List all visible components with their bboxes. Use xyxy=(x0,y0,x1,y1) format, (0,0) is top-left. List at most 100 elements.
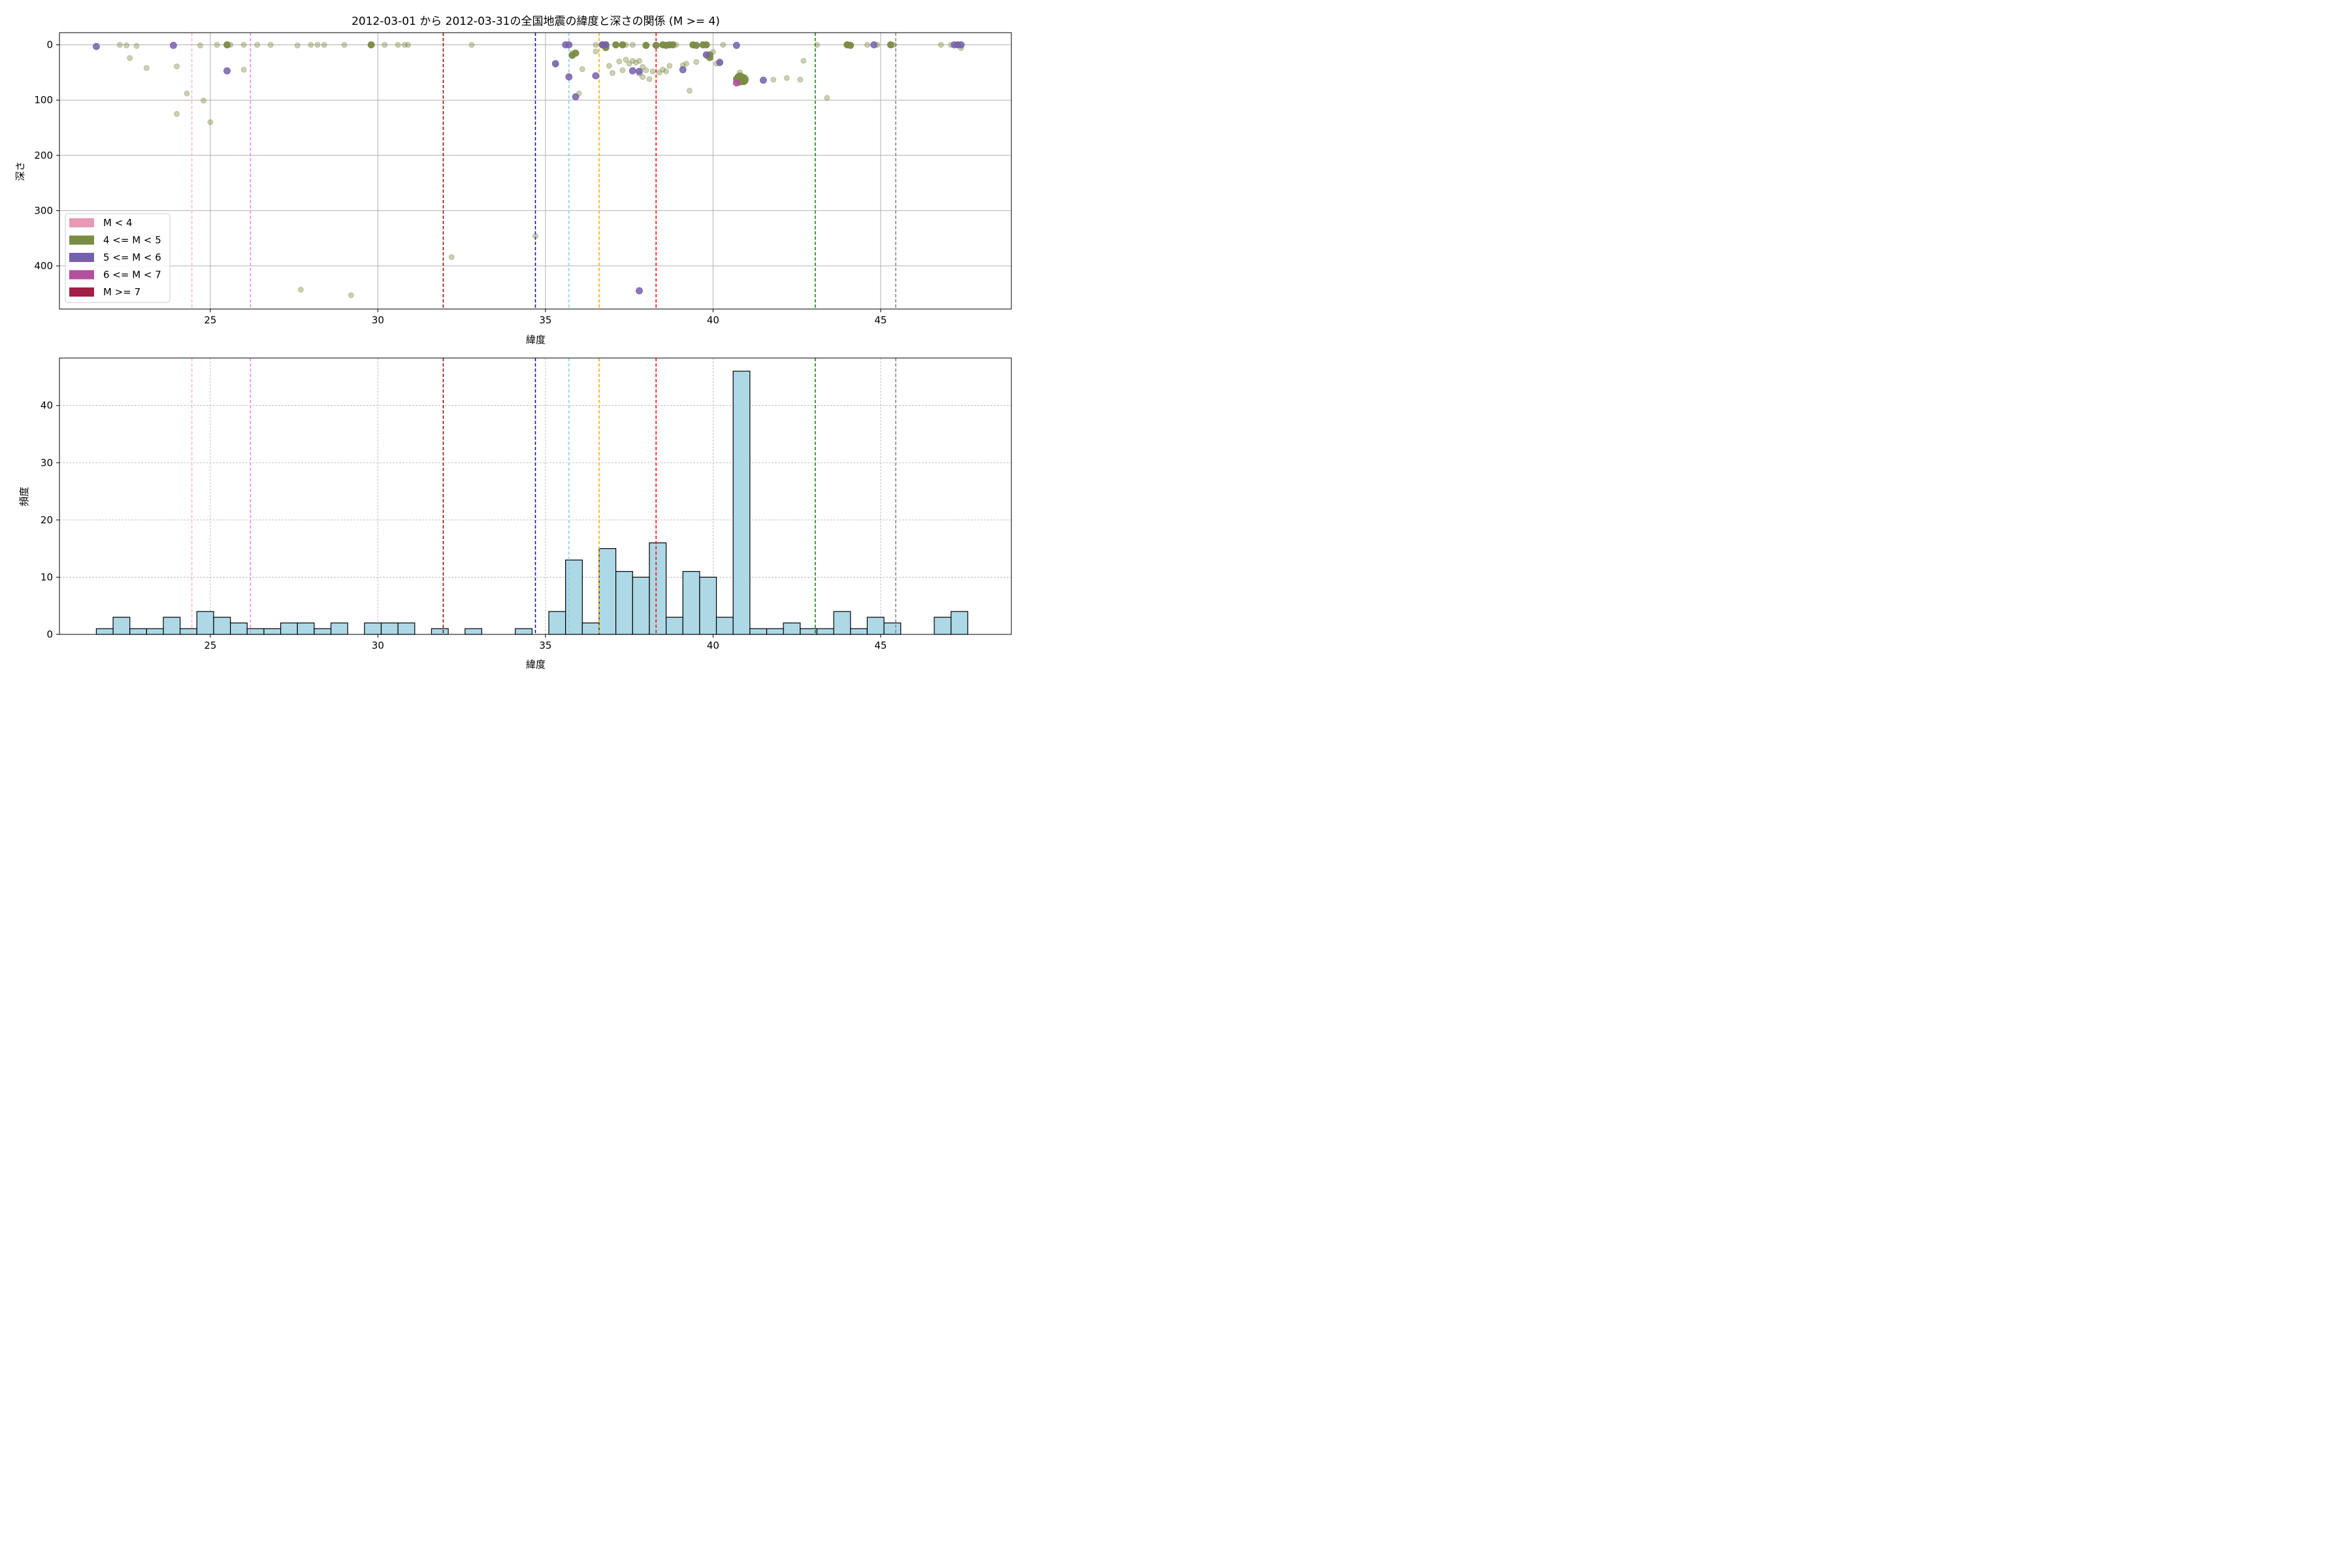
scatter-point xyxy=(683,60,689,67)
scatter-point xyxy=(957,41,965,49)
histogram-bar xyxy=(146,628,164,635)
scatter-point xyxy=(783,74,790,81)
histogram-x-tick-label: 25 xyxy=(204,640,216,651)
histogram-bar xyxy=(581,622,600,635)
scatter-point xyxy=(468,42,475,48)
scatter-point xyxy=(720,42,727,48)
scatter-point xyxy=(405,42,411,48)
scatter-point xyxy=(116,42,123,48)
scatter-point xyxy=(197,42,203,48)
scatter-point xyxy=(294,42,301,48)
histogram-ticks: 25 30 35 40 45 0 10 20 30 40 xyxy=(41,400,887,651)
histogram-bar xyxy=(548,611,566,635)
scatter-point xyxy=(732,79,740,87)
scatter-point xyxy=(619,41,627,49)
scatter-point xyxy=(887,41,894,49)
histogram-bar xyxy=(230,622,248,635)
scatter-reference-lines xyxy=(191,33,896,309)
histogram-bar xyxy=(129,628,147,635)
scatter-point xyxy=(679,66,687,74)
scatter-point xyxy=(619,67,626,73)
scatter-point xyxy=(174,63,180,70)
histogram-x-tick-label: 35 xyxy=(539,640,551,651)
histogram-bar xyxy=(364,622,382,635)
scatter-point xyxy=(367,41,375,49)
scatter-point xyxy=(652,42,660,49)
legend-swatch xyxy=(69,218,94,227)
scatter-point xyxy=(602,41,610,49)
scatter-x-tick-label: 30 xyxy=(372,314,384,326)
histogram-bar xyxy=(431,628,449,635)
scatter-point xyxy=(824,95,830,101)
histogram-y-label: 頻度 xyxy=(18,487,30,506)
scatter-point xyxy=(693,42,700,49)
scatter-point xyxy=(687,88,693,94)
histogram-y-tick-label: 20 xyxy=(41,514,53,526)
scatter-point xyxy=(133,42,140,49)
histogram-y-tick-label: 40 xyxy=(41,400,53,412)
scatter-point xyxy=(864,42,870,48)
histogram-bars xyxy=(95,370,968,635)
histogram-bar xyxy=(213,617,231,635)
histogram-bar xyxy=(715,617,734,635)
scatter-axes-frame xyxy=(59,32,1012,310)
scatter-point xyxy=(847,42,855,49)
histogram-bar xyxy=(800,628,818,635)
scatter-y-tick-label: 400 xyxy=(34,260,53,272)
histogram-bar xyxy=(280,622,298,635)
histogram-bar xyxy=(833,611,851,635)
histogram-bar xyxy=(649,542,667,635)
scatter-point xyxy=(814,42,820,48)
scatter-point xyxy=(201,97,207,104)
histogram-bar xyxy=(682,571,700,635)
histogram-bar xyxy=(297,622,315,635)
scatter-point xyxy=(565,41,573,49)
scatter-point xyxy=(797,76,804,83)
scatter-point xyxy=(572,93,580,101)
scatter-point xyxy=(593,42,599,48)
scatter-point xyxy=(402,42,408,48)
histogram-bar xyxy=(397,622,416,635)
scatter-point xyxy=(636,287,643,295)
histogram-bar xyxy=(866,617,885,635)
scatter-point xyxy=(649,68,656,74)
scatter-point xyxy=(616,58,623,65)
scatter-point xyxy=(732,42,740,49)
legend-swatch xyxy=(69,253,94,262)
scatter-point xyxy=(629,42,636,48)
scatter-points xyxy=(93,41,965,299)
histogram-bar xyxy=(615,571,633,635)
scatter-point xyxy=(223,41,231,49)
histogram-bar xyxy=(883,622,902,635)
scatter-point xyxy=(643,67,649,73)
scatter-y-label: 深さ xyxy=(14,161,26,181)
scatter-ticks: 25 30 35 40 45 0 100 200 300 400 xyxy=(34,39,887,326)
histogram-x-label: 緯度 xyxy=(526,659,546,670)
histogram-bar xyxy=(263,628,282,635)
histogram-bar xyxy=(314,628,332,635)
scatter-point xyxy=(127,55,133,61)
histogram-y-tick-label: 0 xyxy=(46,629,53,640)
scatter-x-label: 緯度 xyxy=(526,334,546,346)
scatter-point xyxy=(610,70,615,76)
histogram-bar xyxy=(951,611,968,635)
scatter-point xyxy=(382,42,388,48)
scatter-point xyxy=(297,286,304,293)
histogram-bar xyxy=(95,628,114,635)
histogram-bar xyxy=(112,617,131,635)
scatter-x-tick-label: 25 xyxy=(204,314,216,326)
scatter-point xyxy=(800,57,807,64)
scatter-point xyxy=(174,110,180,117)
scatter-point xyxy=(143,65,150,71)
scatter-y-tick-label: 100 xyxy=(34,94,53,106)
scatter-point xyxy=(592,72,600,80)
legend: M < 4 4 <= M < 5 5 <= M < 6 6 <= M < 7 M >= … xyxy=(65,213,171,303)
scatter-point xyxy=(629,67,636,74)
scatter-point xyxy=(170,42,177,49)
scatter-point xyxy=(629,57,636,64)
scatter-point xyxy=(314,42,321,48)
scatter-point xyxy=(642,42,650,49)
scatter-point xyxy=(214,42,220,48)
histogram-bar xyxy=(380,622,399,635)
histogram-bar xyxy=(565,559,583,635)
